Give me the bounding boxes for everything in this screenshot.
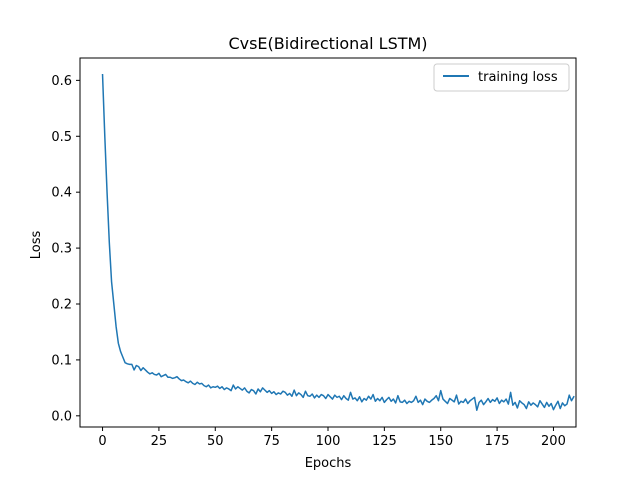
- legend: training loss: [433, 63, 570, 92]
- x-tick-label: 100: [316, 434, 341, 449]
- x-axis-label: Epochs: [305, 456, 352, 471]
- x-tick-label: 50: [207, 434, 224, 449]
- y-axis: 0.0 0.1 0.2 0.3 0.4 0.5 0.6: [51, 74, 80, 424]
- x-tick-label: 125: [372, 434, 397, 449]
- y-tick-label: 0.2: [51, 298, 72, 313]
- y-tick-label: 0.0: [51, 409, 72, 424]
- y-axis-label: Loss: [29, 231, 44, 260]
- x-tick-label: 150: [428, 434, 453, 449]
- legend-box: [433, 63, 570, 92]
- x-tick-label: 175: [485, 434, 510, 449]
- y-tick-label: 0.4: [51, 186, 72, 201]
- y-tick-label: 0.5: [51, 130, 72, 145]
- x-tick-label: 75: [263, 434, 280, 449]
- y-tick-label: 0.1: [51, 353, 72, 368]
- chart-title: CvsE(Bidirectional LSTM): [228, 34, 427, 53]
- series-line-0: [101, 73, 575, 411]
- x-axis: 0 25 50 75 100 125 150 175 200: [98, 427, 566, 449]
- x-tick-label: 0: [98, 434, 106, 449]
- x-tick-label: 200: [541, 434, 566, 449]
- legend-label: training loss: [478, 70, 558, 85]
- x-tick-label: 25: [151, 434, 168, 449]
- y-tick-label: 0.6: [51, 74, 72, 89]
- y-tick-label: 0.3: [51, 242, 72, 257]
